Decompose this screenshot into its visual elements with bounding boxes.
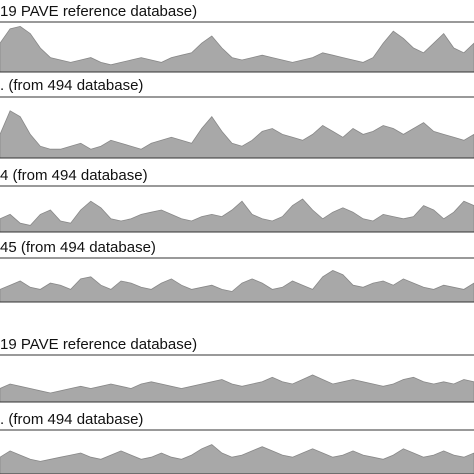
coverage-area	[0, 444, 474, 474]
track-label: 19 PAVE reference database)	[0, 336, 197, 353]
track-label: 4 (from 494 database)	[0, 167, 148, 184]
coverage-area	[0, 198, 474, 233]
coverage-area	[0, 110, 474, 159]
coverage-area	[0, 25, 474, 73]
track-label: . (from 494 database)	[0, 77, 143, 94]
track-label: 45 (from 494 database)	[0, 239, 156, 256]
track-label: . (from 494 database)	[0, 411, 143, 428]
coverage-area	[0, 374, 474, 403]
coverage-area	[0, 270, 474, 303]
track-label: 19 PAVE reference database)	[0, 3, 197, 20]
